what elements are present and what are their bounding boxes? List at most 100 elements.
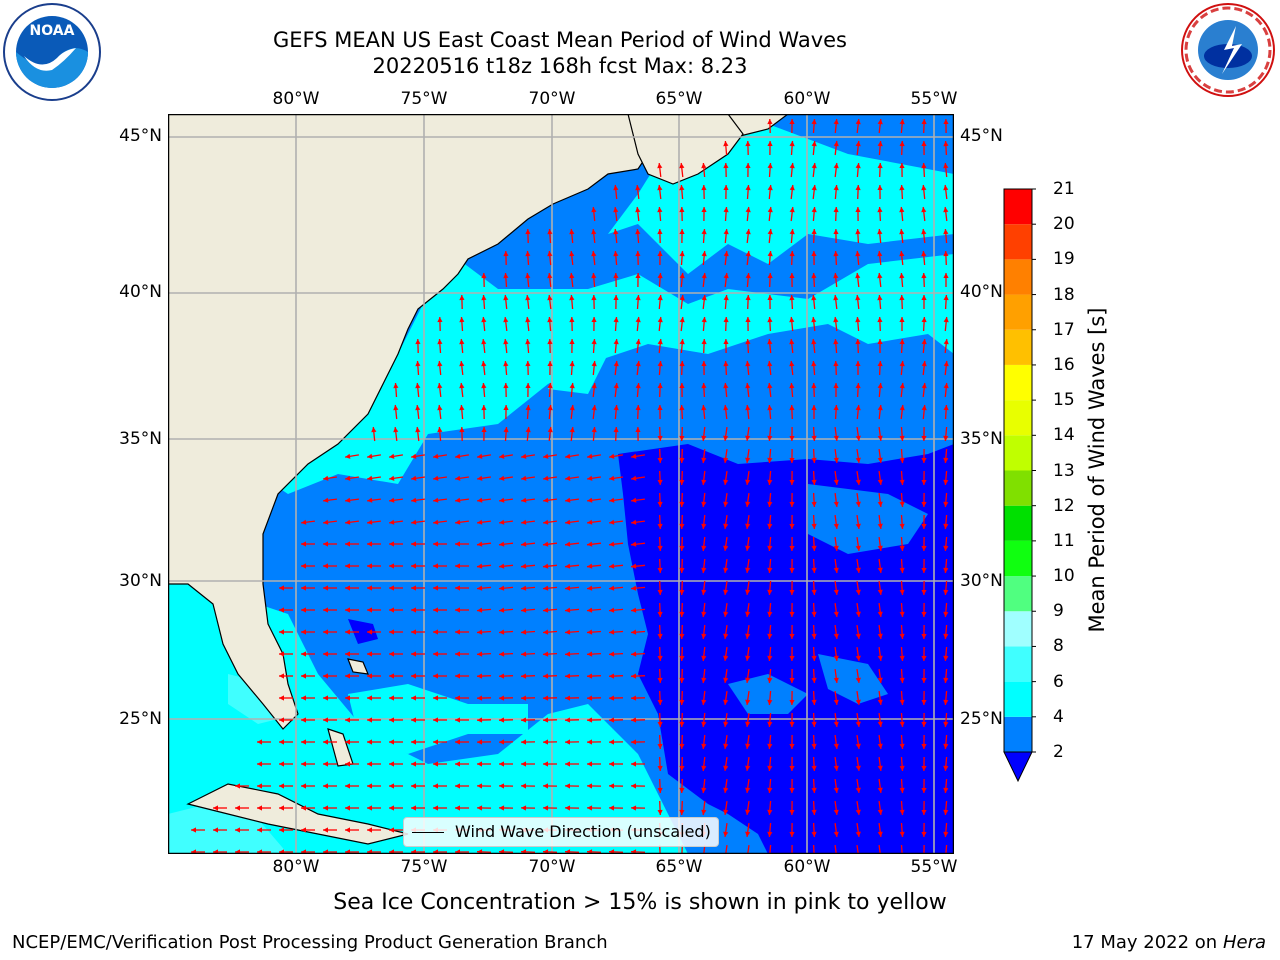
wave-direction-arrowhead <box>833 119 839 125</box>
wave-direction-arrowhead <box>701 765 707 771</box>
wave-direction-arrowhead <box>723 479 729 485</box>
wave-direction-arrowhead <box>921 273 927 279</box>
wave-direction-arrowhead <box>767 809 773 815</box>
wave-direction-arrowhead <box>811 119 817 125</box>
wave-direction-arrowhead <box>499 805 505 811</box>
wave-direction-arrowhead <box>767 743 773 749</box>
wave-direction-arrowhead <box>459 361 465 367</box>
colorbar-cell <box>1004 470 1032 506</box>
wave-direction-arrowhead <box>921 141 927 146</box>
wave-direction-arrowhead <box>477 541 483 547</box>
wave-direction-arrowhead <box>257 827 262 833</box>
wave-direction-arrowhead <box>499 607 505 613</box>
wave-direction-arrowhead <box>521 585 527 591</box>
wave-direction-arrowhead <box>503 295 509 301</box>
wave-direction-arrowhead <box>833 229 839 234</box>
wave-direction-arrowhead <box>499 585 505 591</box>
wave-direction-arrowhead <box>323 739 328 745</box>
wave-direction-arrowhead <box>723 383 729 389</box>
wave-direction-arrowhead <box>323 475 329 481</box>
wave-direction-arrow <box>769 844 772 854</box>
wave-direction-arrowhead <box>811 677 817 683</box>
wave-direction-arrowhead <box>877 677 883 683</box>
wave-direction-arrowhead <box>899 809 905 815</box>
wave-direction-arrowhead <box>543 673 549 679</box>
wave-direction-arrowhead <box>437 361 443 367</box>
colorbar-cell <box>1004 259 1032 295</box>
wave-direction-arrowhead <box>235 783 240 789</box>
wave-direction-arrowhead <box>767 141 773 146</box>
wave-direction-arrowhead <box>679 589 685 595</box>
wave-direction-arrowhead <box>877 567 883 573</box>
wave-direction-arrowhead <box>943 207 949 213</box>
wave-direction-arrowhead <box>855 405 861 411</box>
footer-date: 17 May 2022 on Hera <box>1072 932 1266 953</box>
wave-direction-arrowhead <box>657 545 663 551</box>
wave-direction-arrowhead <box>301 761 306 767</box>
wave-direction-arrowhead <box>477 717 483 723</box>
wave-direction-arrowhead <box>767 405 773 411</box>
wave-direction-arrowhead <box>367 563 372 569</box>
wave-direction-arrowhead <box>657 611 663 617</box>
wave-direction-arrowhead <box>477 497 483 503</box>
wave-direction-arrowhead <box>855 655 861 661</box>
wave-direction-arrowhead <box>811 523 817 529</box>
wave-direction-arrowhead <box>415 427 421 433</box>
wave-direction-arrowhead <box>943 435 949 441</box>
wave-direction-arrowhead <box>477 783 482 789</box>
wave-direction-arrowhead <box>521 453 527 459</box>
wave-direction-arrowhead <box>943 405 949 411</box>
wave-direction-arrowhead <box>767 545 773 551</box>
wave-direction-arrowhead <box>679 611 685 617</box>
wave-direction-arrowhead <box>503 405 509 410</box>
wave-direction-arrowhead <box>701 501 707 507</box>
wave-direction-arrowhead <box>613 361 619 367</box>
wave-direction-arrowhead <box>433 783 438 789</box>
wave-direction-arrowhead <box>789 590 795 595</box>
wave-direction-arrowhead <box>657 339 663 345</box>
wave-direction-arrowhead <box>455 563 460 569</box>
lat-label: 35°N <box>960 429 1003 449</box>
wave-direction-arrowhead <box>679 185 685 191</box>
wave-direction-arrowhead <box>833 809 839 815</box>
wave-direction-arrowhead <box>745 163 751 168</box>
wave-direction-arrowhead <box>943 339 949 345</box>
wave-direction-arrowhead <box>477 563 483 569</box>
wave-direction-arrowhead <box>433 563 438 569</box>
wave-direction-arrowhead <box>723 633 729 639</box>
wave-direction-arrow <box>834 845 837 854</box>
wave-direction-arrowhead <box>701 721 707 727</box>
wave-direction-arrowhead <box>679 743 685 749</box>
wave-direction-arrowhead <box>433 541 438 547</box>
wave-direction-arrowhead <box>411 739 416 745</box>
wave-direction-arrowhead <box>631 607 637 613</box>
wave-direction-arrowhead <box>877 809 883 815</box>
wave-direction-arrowhead <box>833 677 839 683</box>
wave-direction-arrowhead <box>767 611 773 617</box>
wave-direction-arrowhead <box>811 435 817 441</box>
wave-direction-arrowhead <box>569 339 575 344</box>
wave-direction-arrowhead <box>503 361 509 367</box>
wave-direction-arrowhead <box>525 427 531 433</box>
wave-direction-arrowhead <box>943 787 949 793</box>
wave-direction-arrowhead <box>679 677 685 683</box>
wave-direction-arrowhead <box>525 361 531 367</box>
wave-direction-arrowhead <box>899 317 905 322</box>
wave-direction-arrowhead <box>635 383 641 389</box>
wave-direction-arrowhead <box>921 383 927 389</box>
wave-direction-arrowhead <box>811 765 817 771</box>
wave-direction-arrowhead <box>899 119 905 125</box>
wave-direction-arrowhead <box>591 207 597 213</box>
colorbar-tick-label: 18 <box>1053 284 1075 305</box>
wave-direction-arrowhead <box>657 229 663 235</box>
wave-direction-arrowhead <box>679 655 685 661</box>
wave-direction-arrowhead <box>833 743 839 749</box>
wave-direction-arrowhead <box>701 655 707 661</box>
wave-direction-arrowhead <box>455 475 461 481</box>
wave-direction-arrowhead <box>789 251 795 257</box>
wave-direction-arrowhead <box>745 457 751 463</box>
wave-direction-arrowhead <box>499 629 505 635</box>
wave-direction-arrowhead <box>877 185 883 190</box>
wave-direction-arrowhead <box>701 611 707 617</box>
wave-direction-arrowhead <box>811 141 817 147</box>
